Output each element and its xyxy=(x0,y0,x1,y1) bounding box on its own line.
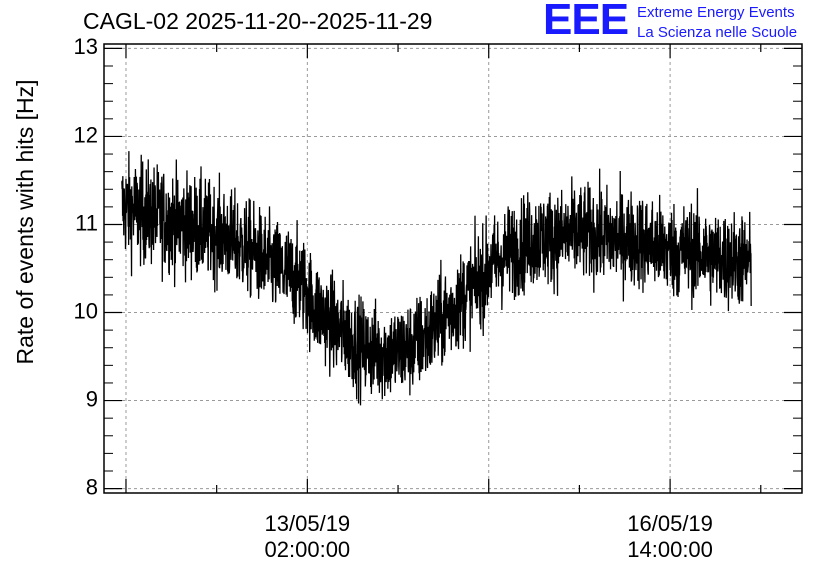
x-tick-label-time: 14:00:00 xyxy=(627,537,713,562)
y-tick-label: 8 xyxy=(86,474,98,499)
y-tick-labels: 8 9 10 11 12 13 xyxy=(74,34,98,499)
y-tick-label: 10 xyxy=(74,298,98,323)
series-group xyxy=(121,151,752,406)
y-tick-label: 12 xyxy=(74,122,98,147)
axis-ticks xyxy=(104,44,802,493)
chart-title: CAGL-02 2025-11-20--2025-11-29 xyxy=(83,8,433,34)
y-tick-label: 9 xyxy=(86,386,98,411)
plot-frame xyxy=(103,43,803,494)
x-tick-label-date: 16/05/19 xyxy=(627,511,713,536)
y-tick-label: 13 xyxy=(74,34,98,59)
rate-series-line xyxy=(121,151,752,406)
eee-logo-mark: EEE xyxy=(543,0,629,44)
y-axis-label: Rate of events with hits [Hz] xyxy=(12,79,38,364)
x-tick-label-time: 02:00:00 xyxy=(265,537,351,562)
logo-line-2: La Scienza nelle Scuole xyxy=(637,24,798,41)
x-tick-label-date: 13/05/19 xyxy=(265,511,351,536)
logo-line-1: Extreme Energy Events xyxy=(637,4,795,21)
y-tick-label: 11 xyxy=(75,210,98,235)
